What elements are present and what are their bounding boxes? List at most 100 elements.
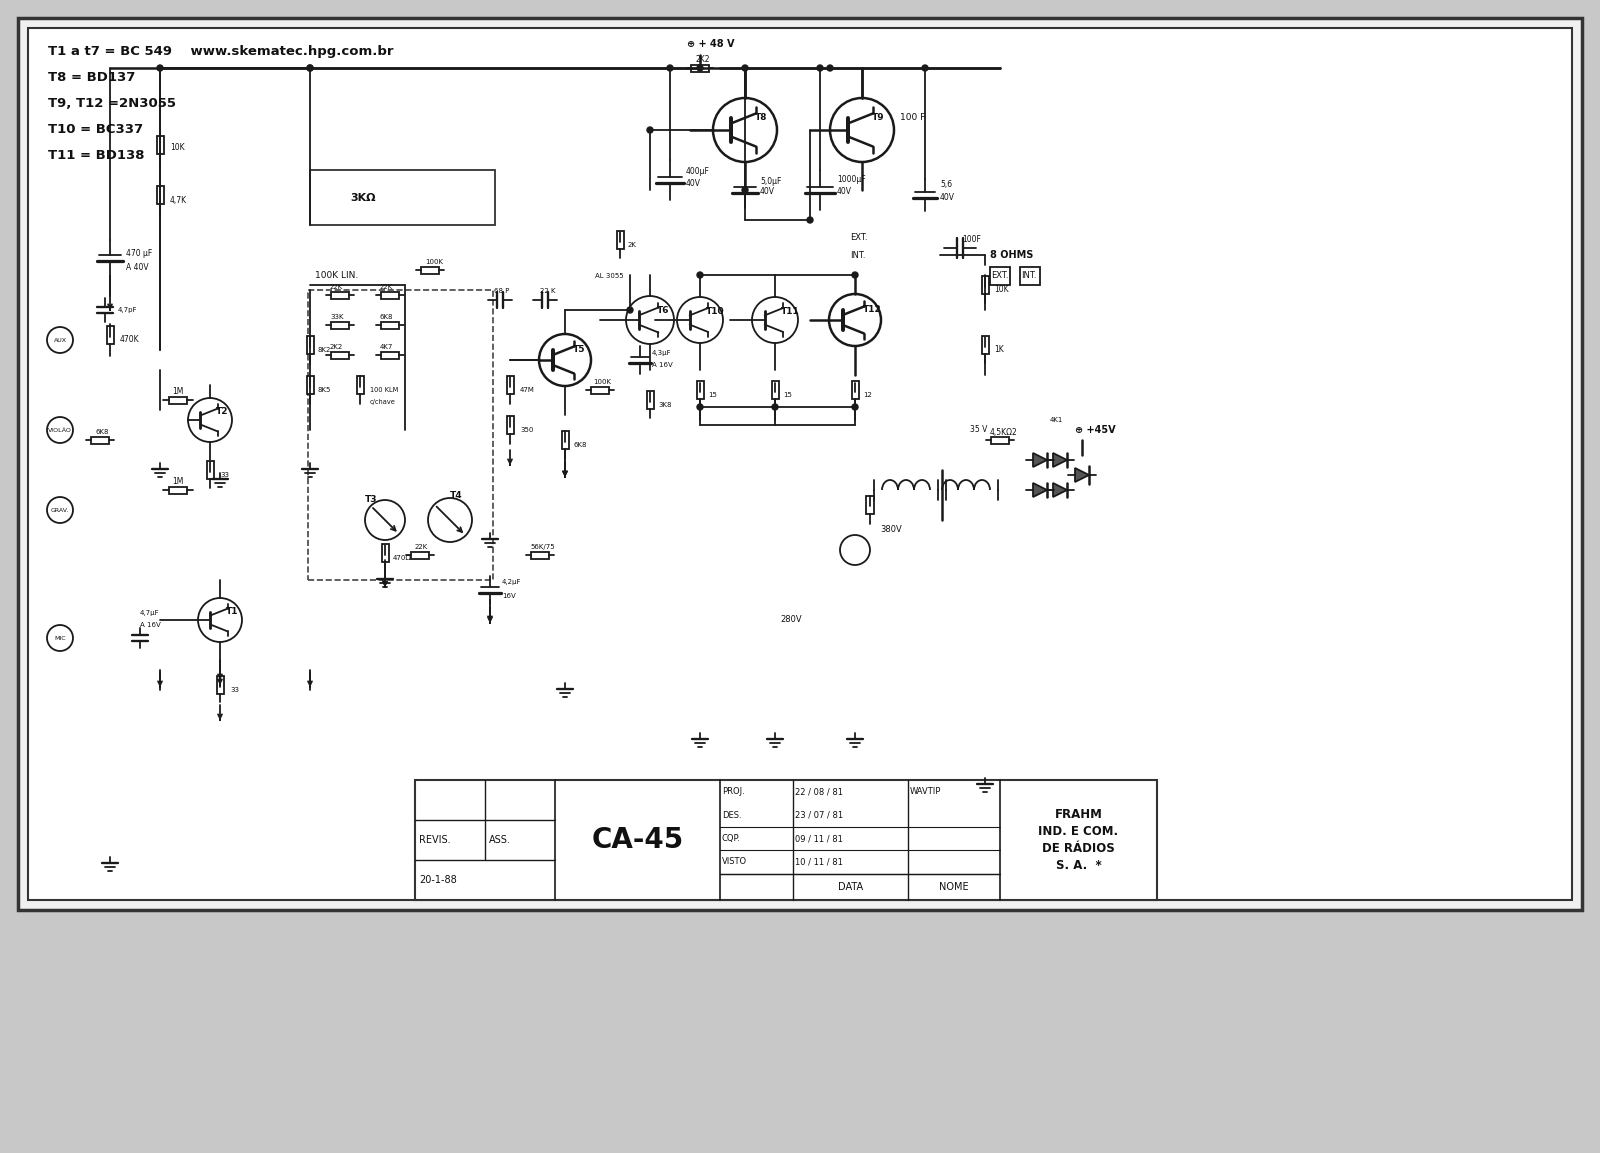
Circle shape — [851, 404, 858, 410]
Text: 09 / 11 / 81: 09 / 11 / 81 — [795, 834, 843, 843]
Circle shape — [742, 187, 749, 193]
Text: 100 F: 100 F — [899, 113, 925, 122]
Text: 4,2µF: 4,2µF — [502, 579, 522, 585]
Bar — [381, 322, 398, 329]
Text: T10: T10 — [706, 307, 725, 316]
Text: 22K: 22K — [330, 284, 344, 291]
Text: T4: T4 — [450, 491, 462, 500]
Text: MIC: MIC — [54, 635, 66, 641]
Bar — [981, 276, 989, 294]
Bar — [91, 437, 109, 444]
Text: 400µF: 400µF — [686, 167, 710, 176]
Text: 40V: 40V — [760, 188, 774, 196]
Text: 33K: 33K — [330, 314, 344, 321]
Bar — [206, 460, 213, 478]
Bar — [696, 380, 704, 399]
Bar — [157, 136, 163, 153]
Text: NOME: NOME — [939, 882, 968, 891]
Text: 10K: 10K — [170, 143, 184, 152]
Circle shape — [157, 65, 163, 71]
Bar — [421, 266, 438, 273]
Bar — [562, 430, 568, 449]
Text: c/chave: c/chave — [370, 399, 395, 405]
Text: T3: T3 — [365, 496, 378, 505]
Circle shape — [818, 65, 822, 71]
Text: T1 a t7 = BC 549    www.skematec.hpg.com.br: T1 a t7 = BC 549 www.skematec.hpg.com.br — [48, 45, 394, 58]
Text: T9, T12 =2N3055: T9, T12 =2N3055 — [48, 97, 176, 110]
Circle shape — [698, 65, 702, 71]
Text: 1000µF: 1000µF — [837, 175, 866, 184]
Circle shape — [646, 127, 653, 133]
Text: 8K2: 8K2 — [318, 347, 331, 353]
Text: ⊕ +45V: ⊕ +45V — [1075, 425, 1115, 435]
Bar — [331, 322, 349, 329]
Bar — [29, 28, 1571, 900]
Text: 4,7pF: 4,7pF — [118, 307, 138, 312]
Text: A 40V: A 40V — [126, 263, 149, 271]
Text: 56K/75: 56K/75 — [530, 544, 555, 550]
Text: INT.: INT. — [1021, 271, 1037, 280]
Text: 8K5: 8K5 — [318, 387, 331, 393]
Text: T5: T5 — [573, 345, 586, 354]
Text: 40V: 40V — [837, 188, 851, 196]
Text: 35 V: 35 V — [970, 425, 987, 435]
Text: 40V: 40V — [686, 179, 701, 188]
Text: PROJ.: PROJ. — [722, 787, 744, 797]
Text: 3K8: 3K8 — [658, 402, 672, 408]
Bar — [307, 376, 314, 393]
Text: 8 OHMS: 8 OHMS — [990, 250, 1034, 259]
Polygon shape — [1075, 468, 1090, 482]
Text: AL 3055: AL 3055 — [595, 273, 624, 279]
Text: 100 KLM: 100 KLM — [370, 387, 398, 393]
Bar — [616, 231, 624, 249]
Text: DES.: DES. — [722, 811, 742, 820]
Text: T6: T6 — [658, 306, 669, 315]
Text: 6K8: 6K8 — [574, 442, 587, 449]
Text: AUX: AUX — [53, 338, 67, 342]
Circle shape — [307, 65, 314, 71]
Circle shape — [922, 65, 928, 71]
Bar — [646, 391, 653, 408]
Text: T8 = BD137: T8 = BD137 — [48, 71, 136, 84]
Text: T12: T12 — [862, 306, 882, 314]
Text: 3KΩ: 3KΩ — [350, 193, 376, 203]
Text: 4,7µF: 4,7µF — [141, 610, 160, 616]
Text: EXT.: EXT. — [990, 271, 1008, 280]
Text: 6K8: 6K8 — [381, 314, 394, 321]
Bar — [851, 380, 859, 399]
Bar — [866, 496, 874, 514]
Text: T10 = BC337: T10 = BC337 — [48, 123, 142, 136]
Circle shape — [627, 307, 634, 312]
Circle shape — [827, 65, 834, 71]
Bar — [381, 352, 398, 359]
Bar — [507, 415, 514, 434]
Text: 20-1-88: 20-1-88 — [419, 875, 456, 886]
Text: ASS.: ASS. — [490, 835, 510, 845]
Text: 5,6: 5,6 — [941, 181, 952, 189]
Bar — [331, 292, 349, 299]
Text: WAVTIP: WAVTIP — [909, 787, 941, 797]
Text: 4K7: 4K7 — [381, 344, 394, 351]
Text: ⊕ + 48 V: ⊕ + 48 V — [686, 39, 734, 48]
Polygon shape — [1034, 453, 1046, 467]
Text: 100K: 100K — [594, 379, 611, 385]
Circle shape — [771, 404, 778, 410]
Bar — [1021, 267, 1040, 285]
Text: T9: T9 — [872, 113, 885, 122]
Bar — [170, 487, 187, 493]
Text: 4,3µF: 4,3µF — [653, 351, 672, 356]
Polygon shape — [1053, 483, 1067, 497]
Text: 15: 15 — [782, 392, 792, 398]
Text: 10 / 11 / 81: 10 / 11 / 81 — [795, 858, 843, 866]
Text: GRAV.: GRAV. — [51, 507, 69, 512]
Text: 5,0µF: 5,0µF — [760, 178, 781, 187]
Text: 22 / 08 / 81: 22 / 08 / 81 — [795, 787, 843, 797]
Text: 33: 33 — [221, 472, 229, 478]
Bar — [307, 336, 314, 354]
Text: A 16V: A 16V — [653, 362, 672, 368]
Bar — [981, 336, 989, 354]
Bar — [381, 543, 389, 562]
Text: 22 K: 22 K — [541, 288, 555, 294]
Text: A 16V: A 16V — [141, 621, 160, 628]
Text: 1K: 1K — [994, 346, 1003, 354]
